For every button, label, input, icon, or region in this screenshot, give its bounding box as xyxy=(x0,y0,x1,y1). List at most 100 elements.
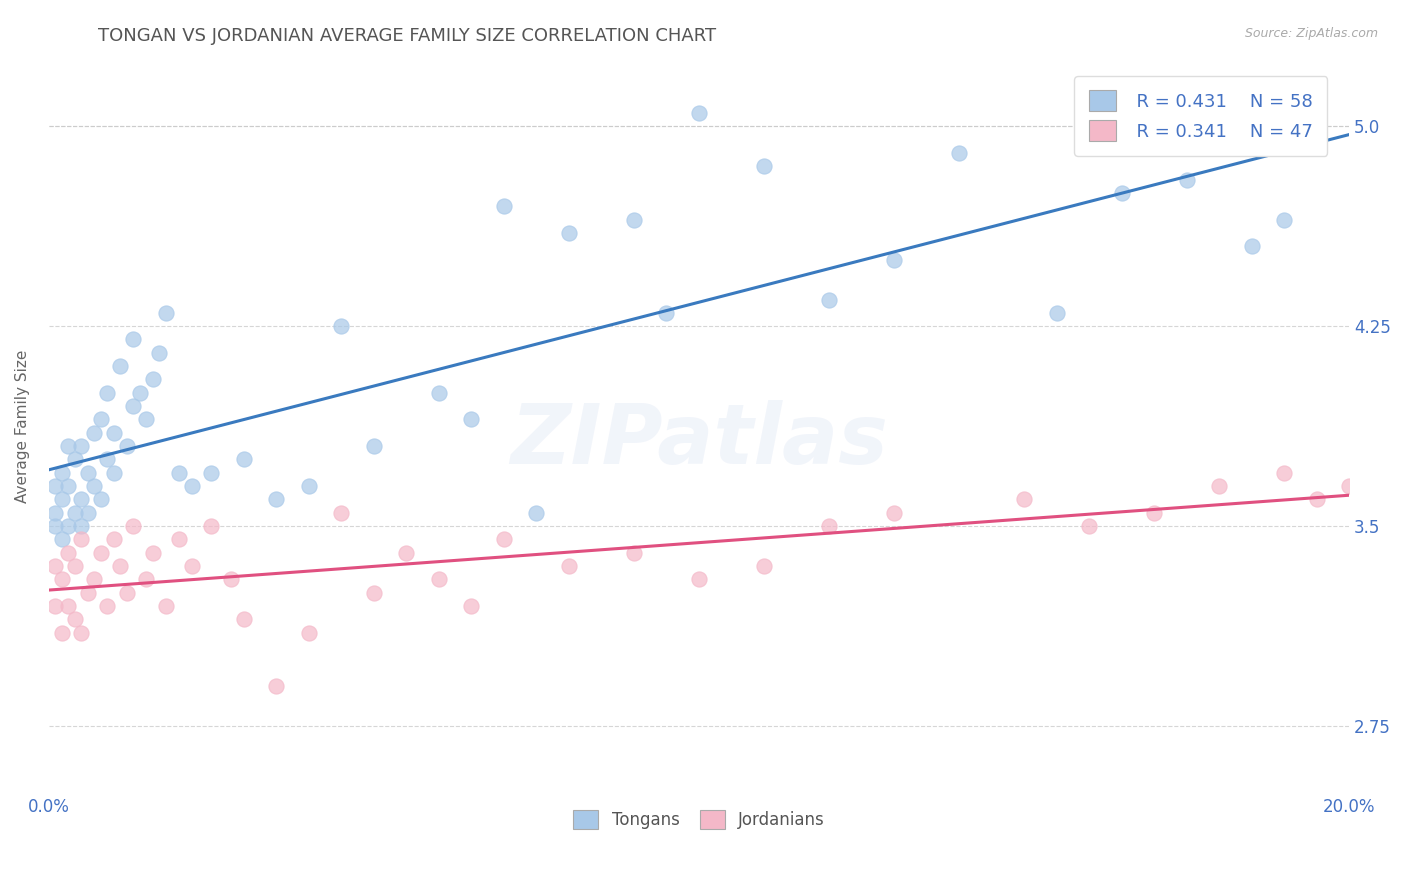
Legend: Tongans, Jordanians: Tongans, Jordanians xyxy=(567,803,831,836)
Point xyxy=(688,106,710,120)
Point xyxy=(266,492,288,507)
Point xyxy=(110,559,132,574)
Point xyxy=(752,559,775,574)
Point xyxy=(51,492,73,507)
Point xyxy=(83,479,105,493)
Point xyxy=(266,679,288,693)
Point xyxy=(1175,172,1198,186)
Point xyxy=(58,519,80,533)
Point xyxy=(395,546,418,560)
Point xyxy=(115,585,138,599)
Point xyxy=(76,585,98,599)
Point xyxy=(623,546,645,560)
Point xyxy=(148,346,170,360)
Point xyxy=(460,599,482,613)
Point xyxy=(58,439,80,453)
Point xyxy=(103,466,125,480)
Point xyxy=(70,439,93,453)
Point xyxy=(460,412,482,426)
Point xyxy=(44,559,66,574)
Text: ZIPatlas: ZIPatlas xyxy=(510,401,889,482)
Point xyxy=(298,625,321,640)
Point xyxy=(1078,519,1101,533)
Point xyxy=(155,599,177,613)
Point xyxy=(122,333,145,347)
Point xyxy=(232,452,254,467)
Text: TONGAN VS JORDANIAN AVERAGE FAMILY SIZE CORRELATION CHART: TONGAN VS JORDANIAN AVERAGE FAMILY SIZE … xyxy=(98,27,717,45)
Point xyxy=(122,519,145,533)
Point xyxy=(232,612,254,626)
Point xyxy=(200,466,222,480)
Point xyxy=(180,559,202,574)
Point xyxy=(51,466,73,480)
Point xyxy=(363,585,385,599)
Point xyxy=(1339,479,1361,493)
Point xyxy=(142,546,165,560)
Point xyxy=(96,385,118,400)
Point xyxy=(110,359,132,373)
Point xyxy=(363,439,385,453)
Point xyxy=(818,293,841,307)
Point xyxy=(1272,466,1295,480)
Point xyxy=(63,452,86,467)
Point xyxy=(44,479,66,493)
Point xyxy=(200,519,222,533)
Point xyxy=(427,573,450,587)
Point xyxy=(51,573,73,587)
Point xyxy=(135,573,157,587)
Point xyxy=(818,519,841,533)
Point xyxy=(70,533,93,547)
Point xyxy=(1272,212,1295,227)
Point xyxy=(180,479,202,493)
Point xyxy=(135,412,157,426)
Point xyxy=(63,506,86,520)
Point xyxy=(883,506,905,520)
Point xyxy=(58,546,80,560)
Point xyxy=(655,306,678,320)
Point xyxy=(623,212,645,227)
Y-axis label: Average Family Size: Average Family Size xyxy=(15,350,30,503)
Point xyxy=(752,159,775,173)
Point xyxy=(298,479,321,493)
Point xyxy=(167,533,190,547)
Point xyxy=(492,533,515,547)
Point xyxy=(142,372,165,386)
Point xyxy=(83,425,105,440)
Point xyxy=(122,399,145,413)
Point xyxy=(558,559,581,574)
Point xyxy=(90,492,112,507)
Point xyxy=(1306,492,1329,507)
Point xyxy=(1240,239,1263,253)
Point xyxy=(492,199,515,213)
Point xyxy=(44,599,66,613)
Point xyxy=(83,573,105,587)
Point xyxy=(558,226,581,240)
Point xyxy=(526,506,548,520)
Point xyxy=(330,506,353,520)
Point xyxy=(58,599,80,613)
Point xyxy=(51,625,73,640)
Point xyxy=(63,559,86,574)
Point xyxy=(1046,306,1069,320)
Point xyxy=(103,425,125,440)
Point xyxy=(688,573,710,587)
Point xyxy=(115,439,138,453)
Point xyxy=(90,412,112,426)
Point xyxy=(70,492,93,507)
Point xyxy=(70,519,93,533)
Point xyxy=(128,385,150,400)
Point xyxy=(58,479,80,493)
Text: Source: ZipAtlas.com: Source: ZipAtlas.com xyxy=(1244,27,1378,40)
Point xyxy=(103,533,125,547)
Point xyxy=(155,306,177,320)
Point xyxy=(1012,492,1035,507)
Point xyxy=(63,612,86,626)
Point xyxy=(883,252,905,267)
Point xyxy=(70,625,93,640)
Point xyxy=(76,506,98,520)
Point xyxy=(948,145,970,160)
Point xyxy=(1143,506,1166,520)
Point xyxy=(330,319,353,334)
Point xyxy=(96,452,118,467)
Point xyxy=(427,385,450,400)
